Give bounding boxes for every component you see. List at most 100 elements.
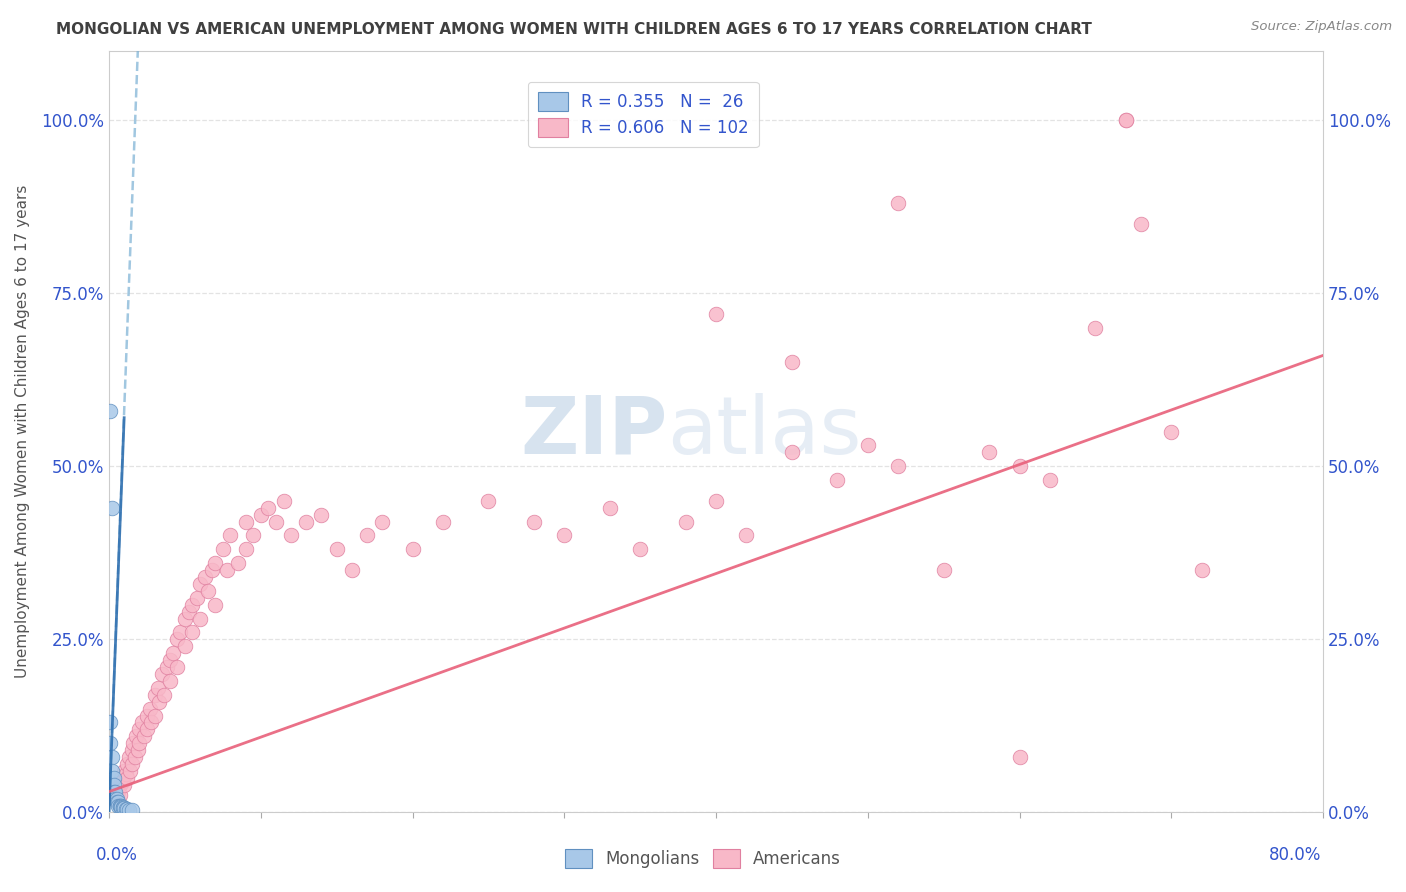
Point [131, 715, 153, 730]
Point [110, 771, 132, 785]
Point [887, 196, 910, 211]
Point [264, 515, 287, 529]
Y-axis label: Unemployment Among Women with Children Ages 6 to 17 years: Unemployment Among Women with Children A… [15, 185, 30, 678]
Point [401, 542, 423, 557]
Point [827, 473, 849, 487]
Point [104, 791, 127, 805]
Point [115, 771, 138, 785]
Point [115, 802, 138, 816]
Point [150, 667, 173, 681]
Point [295, 515, 318, 529]
Point [1191, 563, 1213, 577]
Point [100, 736, 122, 750]
Point [143, 708, 166, 723]
Text: Source: ZipAtlas.com: Source: ZipAtlas.com [1251, 20, 1392, 33]
Point [128, 723, 150, 737]
Point [1115, 112, 1137, 127]
Point [110, 798, 132, 813]
Point [181, 625, 204, 640]
Point [735, 528, 758, 542]
Point [132, 729, 155, 743]
Point [166, 632, 188, 647]
Point [101, 764, 124, 778]
Point [108, 798, 131, 813]
Point [139, 701, 162, 715]
Point [311, 508, 333, 522]
Legend: R = 0.355   N =  26, R = 0.606   N = 102: R = 0.355 N = 26, R = 0.606 N = 102 [527, 82, 759, 147]
Point [135, 708, 157, 723]
Point [599, 500, 621, 515]
Point [101, 750, 124, 764]
Point [111, 774, 134, 789]
Point [103, 791, 125, 805]
Point [1008, 459, 1031, 474]
Point [122, 736, 145, 750]
Text: atlas: atlas [668, 392, 862, 471]
Point [148, 695, 170, 709]
Point [235, 542, 257, 557]
Text: 0.0%: 0.0% [96, 846, 138, 863]
Point [201, 563, 224, 577]
Point [1008, 750, 1031, 764]
Point [143, 688, 166, 702]
Point [249, 508, 271, 522]
Point [856, 438, 879, 452]
Point [979, 445, 1001, 459]
Point [112, 764, 135, 778]
Point [1130, 217, 1153, 231]
Point [325, 542, 347, 557]
Point [104, 785, 127, 799]
Point [356, 528, 378, 542]
Point [211, 542, 233, 557]
Point [1039, 473, 1062, 487]
Point [152, 688, 174, 702]
Text: ZIP: ZIP [520, 392, 668, 471]
Point [105, 791, 128, 805]
Point [675, 515, 697, 529]
Point [101, 500, 124, 515]
Point [146, 681, 169, 695]
Point [135, 723, 157, 737]
Point [780, 355, 803, 369]
Point [112, 778, 135, 792]
Text: 80.0%: 80.0% [1270, 846, 1322, 863]
Point [887, 459, 910, 474]
Point [173, 611, 195, 625]
Point [104, 788, 127, 802]
Point [121, 757, 143, 772]
Point [780, 445, 803, 459]
Point [120, 764, 142, 778]
Point [127, 743, 149, 757]
Point [162, 646, 184, 660]
Point [121, 743, 143, 757]
Point [114, 767, 136, 781]
Point [340, 563, 363, 577]
Point [111, 800, 134, 814]
Point [107, 785, 129, 799]
Point [273, 493, 295, 508]
Point [111, 801, 134, 815]
Point [105, 781, 128, 796]
Point [141, 715, 163, 730]
Point [257, 500, 280, 515]
Point [105, 795, 128, 809]
Point [704, 493, 727, 508]
Point [121, 804, 143, 818]
Point [704, 307, 727, 321]
Point [188, 577, 211, 591]
Point [173, 640, 195, 654]
Point [128, 736, 150, 750]
Point [124, 750, 146, 764]
Point [103, 778, 125, 792]
Point [110, 800, 132, 814]
Point [107, 795, 129, 809]
Point [242, 528, 264, 542]
Point [118, 750, 141, 764]
Point [159, 653, 181, 667]
Point [156, 660, 179, 674]
Point [125, 729, 148, 743]
Point [108, 788, 131, 802]
Point [118, 803, 141, 817]
Point [112, 801, 135, 815]
Point [204, 598, 226, 612]
